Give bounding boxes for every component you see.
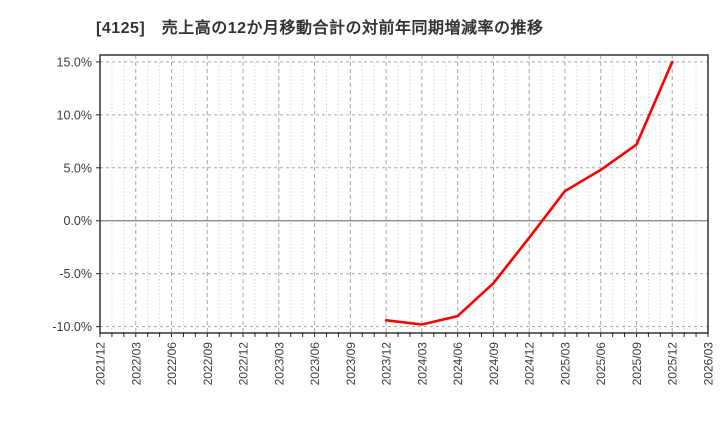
x-tick-label: 2024/06 <box>451 342 465 386</box>
x-tick-label: 2025/12 <box>666 342 680 386</box>
x-tick-label: 2024/09 <box>487 342 501 386</box>
x-tick-label: 2023/06 <box>308 342 322 386</box>
x-tick-label: 2024/03 <box>415 342 429 386</box>
series-line <box>384 60 674 326</box>
y-tick-label: 5.0% <box>64 161 93 175</box>
x-tick-label: 2025/06 <box>594 342 608 386</box>
y-tick-label: -5.0% <box>59 267 92 281</box>
x-tick-label: 2024/12 <box>523 342 537 386</box>
x-tick-label: 2023/09 <box>344 342 358 386</box>
x-axis-labels: 2021/12 2022/03 2022/06 2022/09 2022/12 2023/… <box>94 342 716 386</box>
y-axis-labels: -10.0% -5.0% 0.0% 5.0% 10.0% 15.0% <box>52 55 92 334</box>
x-tick-label: 2022/06 <box>165 342 179 386</box>
x-tick-label: 2022/09 <box>201 342 215 386</box>
x-tick-label: 2025/03 <box>558 342 572 386</box>
axis-ticks <box>96 61 709 337</box>
x-tick-label: 2026/03 <box>702 342 716 386</box>
series-polyline <box>384 60 674 326</box>
plot-border <box>99 54 709 334</box>
y-tick-label: -10.0% <box>52 320 92 334</box>
y-tick-label: 10.0% <box>57 108 92 122</box>
x-tick-label: 2022/12 <box>237 342 251 386</box>
x-tick-label: 2025/09 <box>630 342 644 386</box>
horizontal-gridlines <box>100 61 708 328</box>
y-tick-label: 15.0% <box>57 55 92 69</box>
x-tick-label: 2021/12 <box>94 342 108 386</box>
vertical-gridlines <box>111 55 697 333</box>
x-tick-label: 2023/03 <box>272 342 286 386</box>
x-tick-label: 2022/03 <box>129 342 143 386</box>
chart-title: [4125] 売上高の12か月移動合計の対前年同期増減率の推移 <box>96 20 544 37</box>
y-tick-label: 0.0% <box>64 214 93 228</box>
x-tick-label: 2023/12 <box>380 342 394 386</box>
